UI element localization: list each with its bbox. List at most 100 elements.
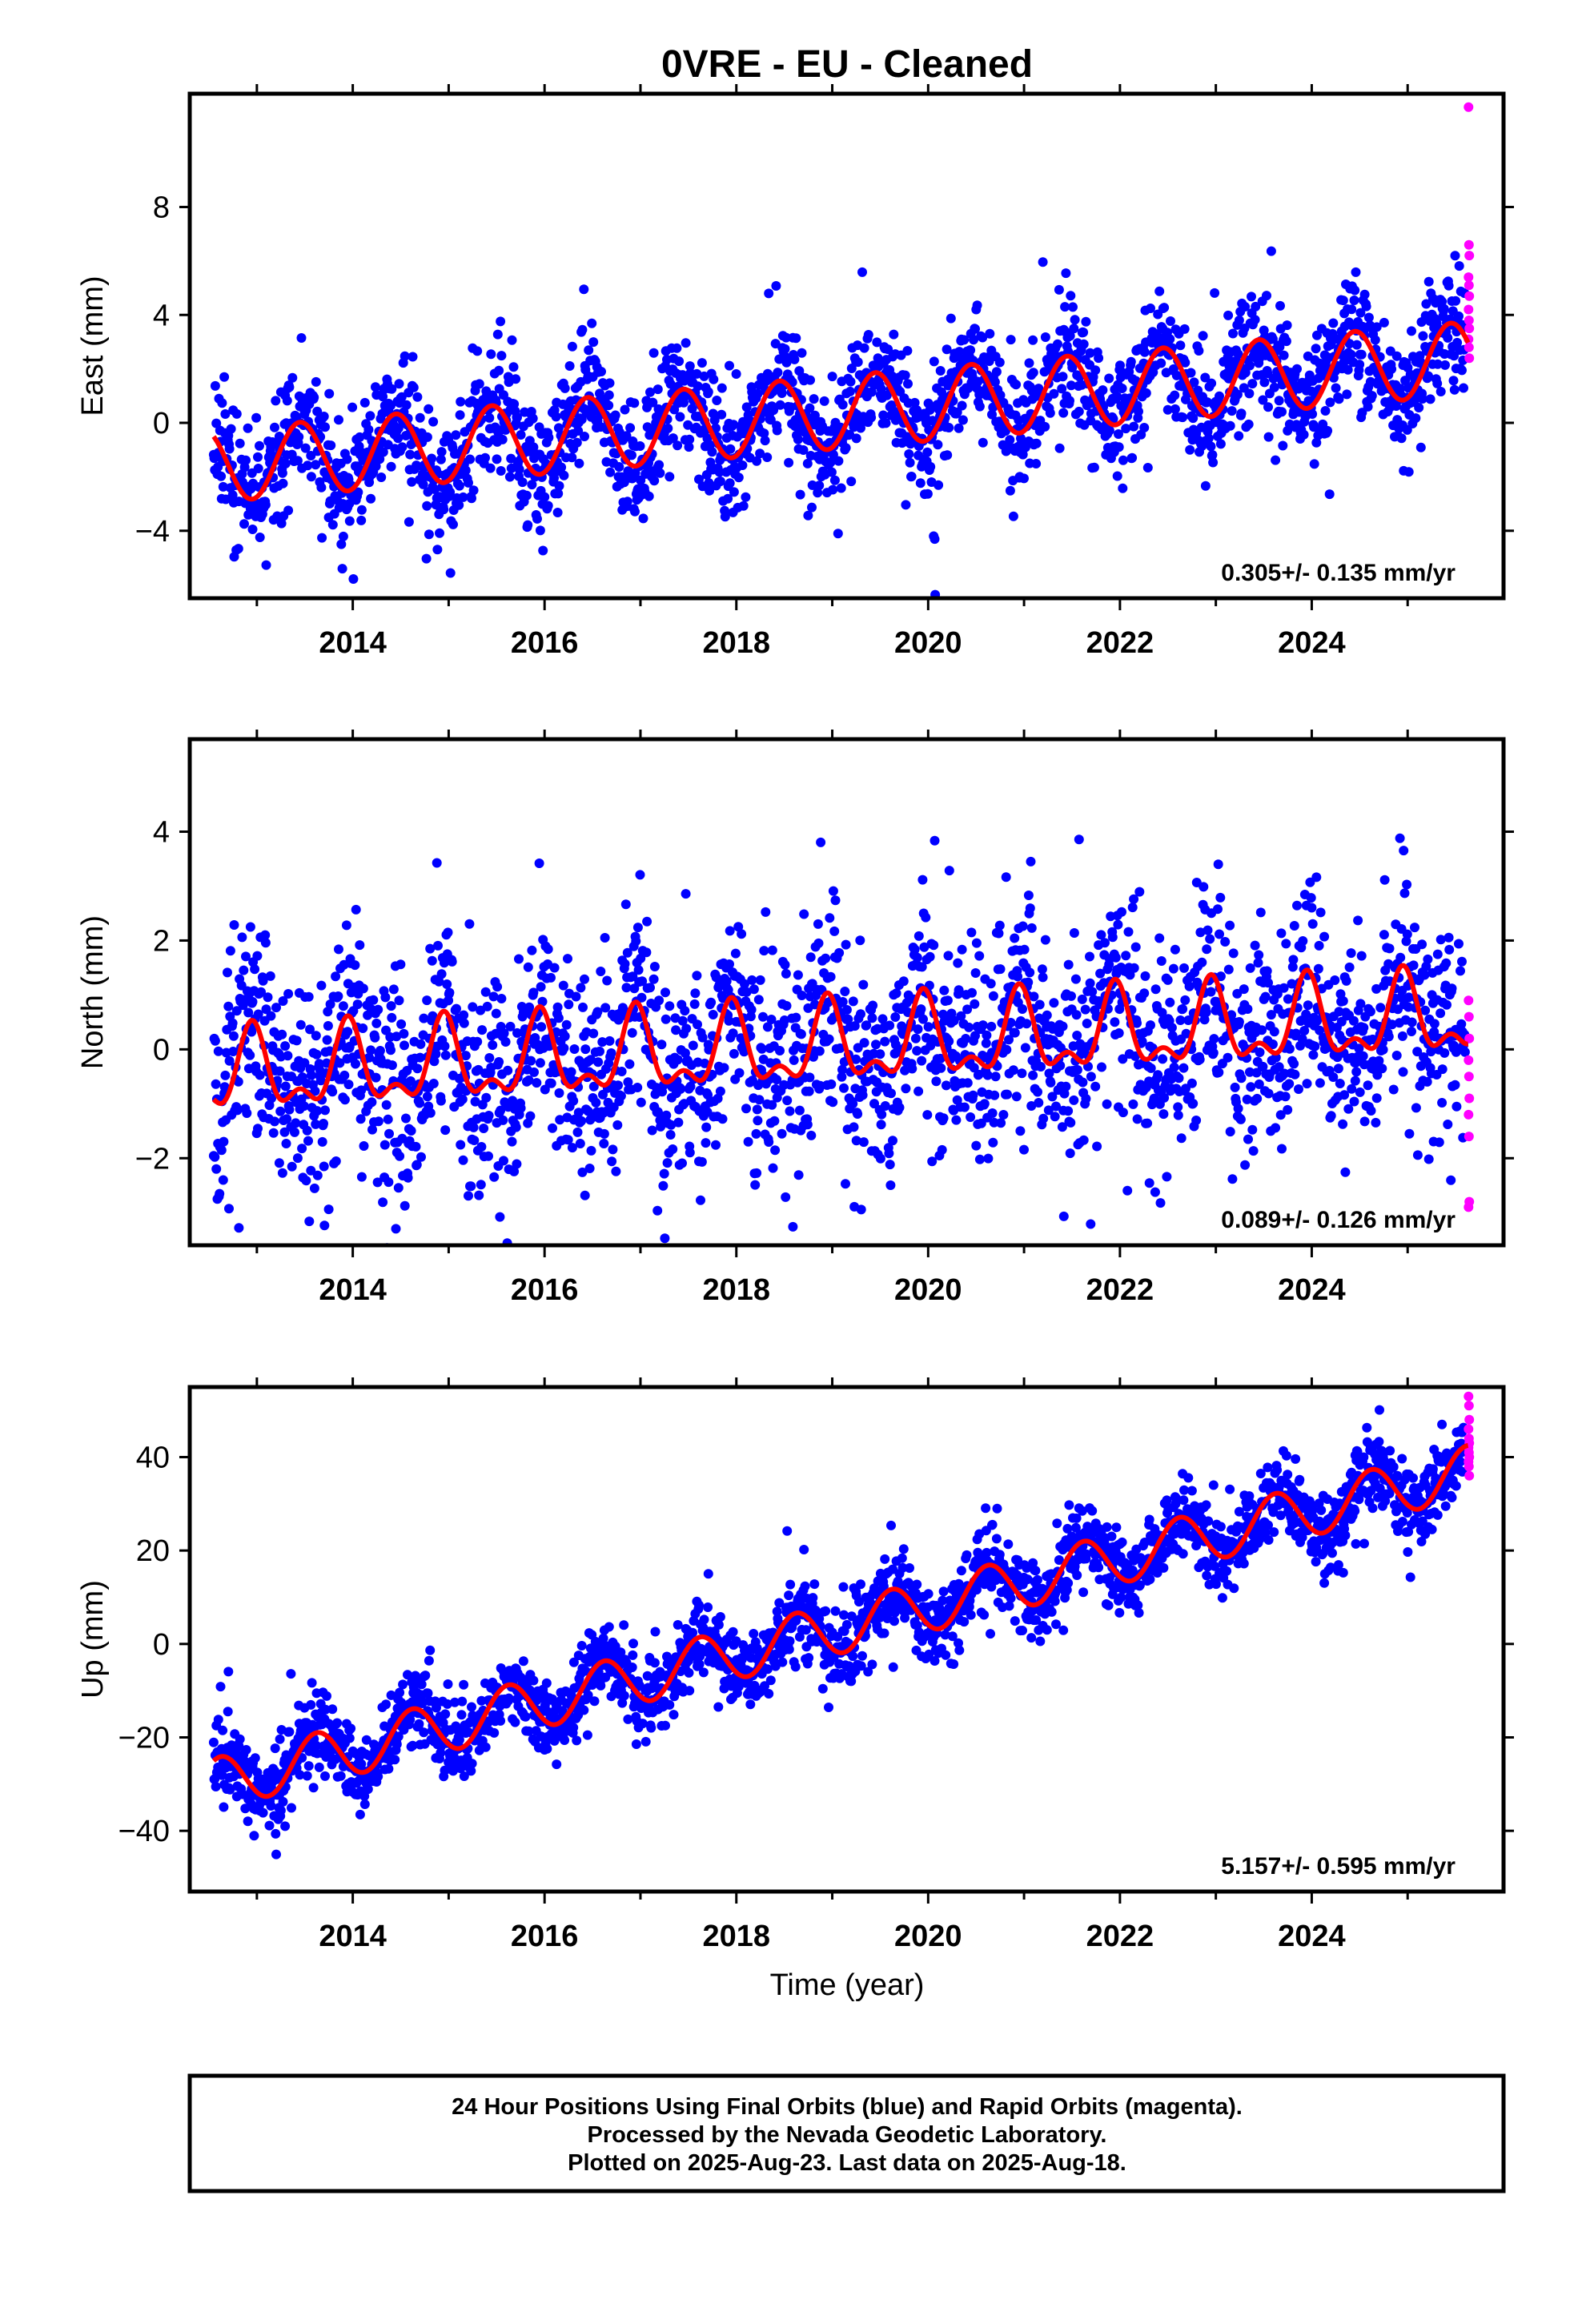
north-data-point [1174, 1073, 1184, 1084]
north-data-point [1408, 960, 1419, 971]
east-final-orbit-points [208, 246, 1470, 598]
north-data-point [1349, 1096, 1359, 1107]
east-data-point [1228, 328, 1238, 339]
north-data-point [1025, 967, 1035, 978]
north-data-point [869, 1099, 879, 1109]
north-data-point [725, 926, 735, 936]
north-data-point [1411, 1103, 1421, 1113]
east-data-point [336, 539, 347, 549]
north-data-point [563, 1135, 573, 1145]
north-data-point [1243, 1004, 1253, 1014]
east-data-point [966, 345, 976, 356]
east-data-point [685, 361, 695, 372]
east-data-point [312, 406, 323, 416]
east-data-point [587, 318, 597, 328]
up-data-point [218, 1725, 228, 1735]
north-data-point [367, 1124, 377, 1135]
north-data-point [356, 1085, 367, 1096]
north-data-point [782, 1096, 793, 1106]
up-data-point [241, 1745, 251, 1755]
north-rapid-point [1464, 1011, 1474, 1022]
north-data-point [890, 1012, 901, 1022]
north-data-point [1401, 936, 1411, 947]
north-data-point [885, 1180, 896, 1190]
east-data-point [903, 379, 913, 389]
north-data-point [1118, 1108, 1128, 1118]
east-data-point [378, 447, 388, 457]
east-data-point [1054, 284, 1064, 295]
north-data-point [436, 969, 447, 979]
up-data-point [344, 1733, 355, 1743]
east-data-point [210, 380, 220, 391]
north-data-point [1395, 833, 1405, 843]
east-data-point [507, 335, 517, 345]
up-data-point [275, 1734, 285, 1744]
east-data-point [1186, 368, 1196, 378]
north-data-point [1215, 971, 1226, 982]
up-data-point [363, 1784, 373, 1795]
up-data-point [314, 1762, 324, 1772]
north-data-point [309, 1183, 319, 1193]
north-data-point [737, 929, 747, 939]
north-data-point [482, 1001, 492, 1011]
east-data-point [233, 544, 243, 554]
east-data-point [1361, 301, 1371, 312]
up-data-point [335, 1771, 346, 1781]
north-data-point [962, 1078, 973, 1088]
north-data-point [508, 1096, 518, 1106]
east-data-point [649, 476, 660, 486]
north-data-point [299, 1101, 309, 1112]
east-data-point [1323, 425, 1333, 436]
north-data-point [325, 999, 335, 1009]
east-data-point [497, 434, 508, 444]
east-data-point [942, 344, 952, 355]
east-data-point [455, 410, 465, 420]
north-data-point [1139, 988, 1150, 999]
east-data-point [316, 482, 327, 493]
east-data-point [579, 284, 589, 295]
north-data-point [316, 980, 327, 991]
north-data-point [994, 928, 1004, 939]
east-data-point [376, 472, 387, 482]
north-data-point [314, 1059, 324, 1069]
north-data-point [1036, 1062, 1046, 1072]
north-data-point [1146, 1020, 1155, 1031]
north-data-point [1331, 1254, 1341, 1264]
east-data-point [543, 501, 553, 511]
north-data-point [1006, 1018, 1016, 1027]
east-data-point [218, 481, 228, 492]
east-data-point [1207, 378, 1217, 388]
north-data-point [440, 1125, 451, 1136]
north-data-point [1058, 1021, 1068, 1031]
east-data-point [1058, 372, 1068, 382]
east-data-point [809, 394, 819, 404]
east-data-point [922, 447, 933, 457]
north-data-point [498, 1115, 508, 1125]
north-data-point [1366, 1106, 1376, 1116]
north-data-point [680, 1006, 690, 1016]
north-data-point [371, 1072, 381, 1083]
east-data-point [915, 478, 926, 489]
east-data-point [866, 387, 877, 397]
north-data-point [981, 1038, 991, 1048]
north-data-point [1011, 1092, 1022, 1102]
north-data-point [546, 1078, 556, 1088]
north-data-point [821, 953, 831, 963]
north-data-point [351, 1059, 360, 1069]
east-data-point [1454, 311, 1464, 321]
east-data-point [418, 479, 428, 489]
north-data-point [1176, 1133, 1186, 1144]
up-data-point [249, 1831, 259, 1841]
east-data-point [511, 374, 521, 384]
north-data-point [1018, 1004, 1027, 1014]
east-data-point [556, 462, 567, 472]
north-data-point [918, 1014, 928, 1024]
north-data-point [949, 1015, 959, 1026]
north-data-point [780, 959, 790, 970]
north-data-point [1402, 879, 1412, 890]
east-data-point [655, 468, 665, 478]
east-data-point [679, 397, 689, 408]
east-data-point [954, 347, 965, 357]
east-data-point [741, 492, 751, 502]
north-data-point [1017, 1068, 1027, 1079]
